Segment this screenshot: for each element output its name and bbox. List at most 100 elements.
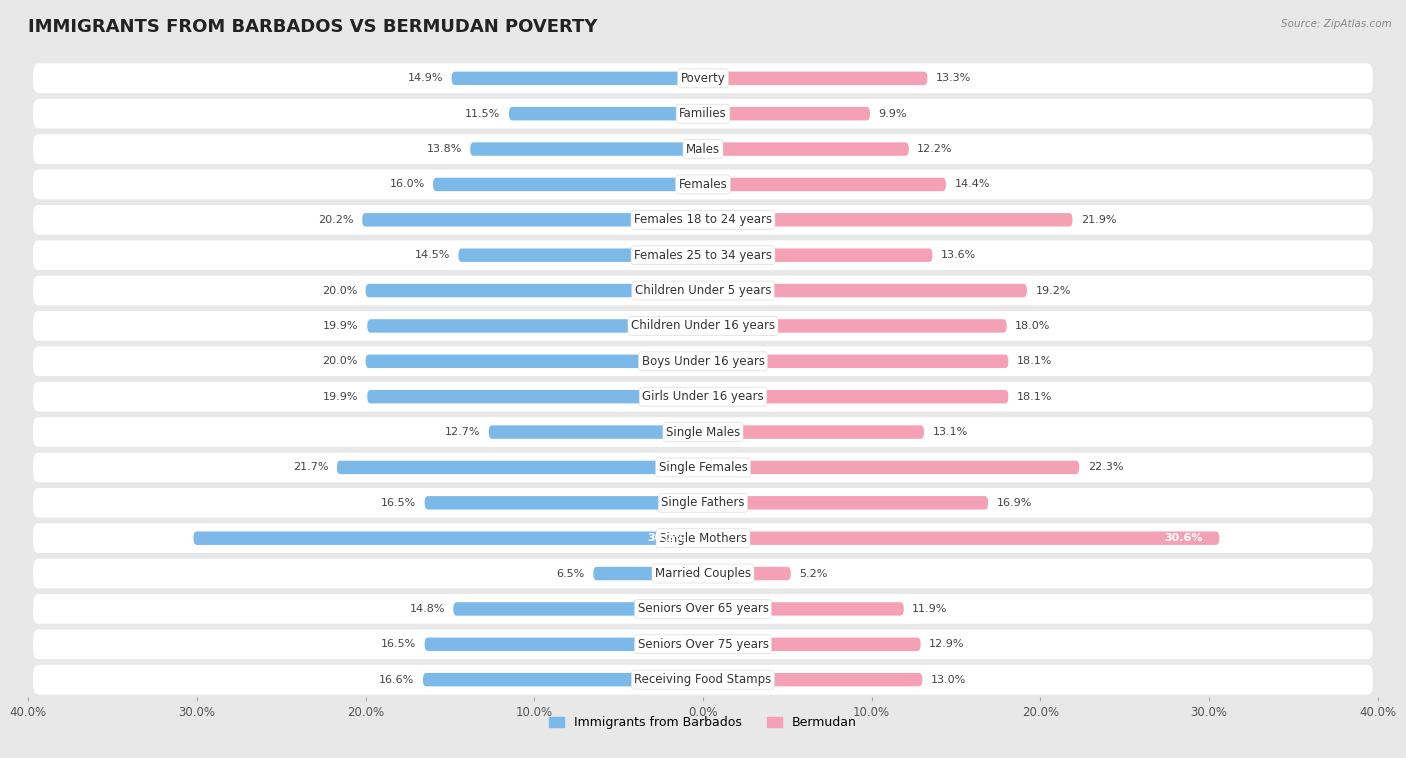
Text: Single Males: Single Males <box>666 425 740 439</box>
Text: 13.8%: 13.8% <box>426 144 461 154</box>
FancyBboxPatch shape <box>433 177 703 191</box>
FancyBboxPatch shape <box>34 240 1372 270</box>
FancyBboxPatch shape <box>425 637 703 651</box>
FancyBboxPatch shape <box>34 523 1372 553</box>
Text: 16.9%: 16.9% <box>997 498 1032 508</box>
Text: IMMIGRANTS FROM BARBADOS VS BERMUDAN POVERTY: IMMIGRANTS FROM BARBADOS VS BERMUDAN POV… <box>28 18 598 36</box>
FancyBboxPatch shape <box>367 319 703 333</box>
FancyBboxPatch shape <box>425 496 703 509</box>
FancyBboxPatch shape <box>34 346 1372 376</box>
FancyBboxPatch shape <box>194 531 703 545</box>
FancyBboxPatch shape <box>703 461 1080 475</box>
FancyBboxPatch shape <box>703 390 1008 403</box>
Text: 22.3%: 22.3% <box>1088 462 1123 472</box>
Text: Seniors Over 65 years: Seniors Over 65 years <box>637 603 769 615</box>
Text: 16.5%: 16.5% <box>381 498 416 508</box>
Text: 12.2%: 12.2% <box>917 144 953 154</box>
Text: Receiving Food Stamps: Receiving Food Stamps <box>634 673 772 686</box>
FancyBboxPatch shape <box>703 107 870 121</box>
FancyBboxPatch shape <box>337 461 703 475</box>
Text: 16.6%: 16.6% <box>380 675 415 684</box>
FancyBboxPatch shape <box>703 355 1008 368</box>
FancyBboxPatch shape <box>703 602 904 615</box>
FancyBboxPatch shape <box>703 637 921 651</box>
FancyBboxPatch shape <box>34 99 1372 129</box>
Legend: Immigrants from Barbados, Bermudan: Immigrants from Barbados, Bermudan <box>550 716 856 729</box>
Text: 12.9%: 12.9% <box>929 639 965 650</box>
FancyBboxPatch shape <box>703 143 908 156</box>
FancyBboxPatch shape <box>34 629 1372 659</box>
Text: Females 25 to 34 years: Females 25 to 34 years <box>634 249 772 262</box>
Text: 19.9%: 19.9% <box>323 321 359 331</box>
Text: 21.7%: 21.7% <box>292 462 329 472</box>
FancyBboxPatch shape <box>451 71 703 85</box>
FancyBboxPatch shape <box>458 249 703 262</box>
Text: 11.5%: 11.5% <box>465 108 501 119</box>
FancyBboxPatch shape <box>34 488 1372 518</box>
FancyBboxPatch shape <box>703 177 946 191</box>
Text: 12.7%: 12.7% <box>444 427 481 437</box>
Text: 11.9%: 11.9% <box>912 604 948 614</box>
Text: 16.5%: 16.5% <box>381 639 416 650</box>
Text: 21.9%: 21.9% <box>1081 215 1116 225</box>
FancyBboxPatch shape <box>366 283 703 297</box>
FancyBboxPatch shape <box>367 390 703 403</box>
Text: Single Mothers: Single Mothers <box>659 531 747 545</box>
FancyBboxPatch shape <box>703 71 928 85</box>
Text: 14.5%: 14.5% <box>415 250 450 260</box>
FancyBboxPatch shape <box>34 665 1372 694</box>
FancyBboxPatch shape <box>593 567 703 581</box>
FancyBboxPatch shape <box>34 594 1372 624</box>
FancyBboxPatch shape <box>34 64 1372 93</box>
Text: 13.6%: 13.6% <box>941 250 976 260</box>
Text: Females: Females <box>679 178 727 191</box>
FancyBboxPatch shape <box>703 283 1026 297</box>
Text: 5.2%: 5.2% <box>799 568 828 578</box>
Text: 18.0%: 18.0% <box>1015 321 1050 331</box>
FancyBboxPatch shape <box>34 382 1372 412</box>
Text: Boys Under 16 years: Boys Under 16 years <box>641 355 765 368</box>
Text: 20.0%: 20.0% <box>322 286 357 296</box>
FancyBboxPatch shape <box>34 559 1372 588</box>
Text: Poverty: Poverty <box>681 72 725 85</box>
FancyBboxPatch shape <box>470 143 703 156</box>
Text: Seniors Over 75 years: Seniors Over 75 years <box>637 637 769 651</box>
FancyBboxPatch shape <box>366 355 703 368</box>
FancyBboxPatch shape <box>34 134 1372 164</box>
FancyBboxPatch shape <box>34 453 1372 482</box>
FancyBboxPatch shape <box>703 496 988 509</box>
Text: Families: Families <box>679 107 727 121</box>
Text: 19.9%: 19.9% <box>323 392 359 402</box>
Text: 9.9%: 9.9% <box>879 108 907 119</box>
FancyBboxPatch shape <box>703 319 1007 333</box>
FancyBboxPatch shape <box>703 425 924 439</box>
Text: 14.4%: 14.4% <box>955 180 990 190</box>
FancyBboxPatch shape <box>363 213 703 227</box>
FancyBboxPatch shape <box>703 531 1219 545</box>
Text: 13.0%: 13.0% <box>931 675 966 684</box>
Text: Married Couples: Married Couples <box>655 567 751 580</box>
FancyBboxPatch shape <box>703 567 790 581</box>
FancyBboxPatch shape <box>509 107 703 121</box>
FancyBboxPatch shape <box>453 602 703 615</box>
Text: Single Females: Single Females <box>658 461 748 474</box>
Text: Females 18 to 24 years: Females 18 to 24 years <box>634 213 772 227</box>
FancyBboxPatch shape <box>489 425 703 439</box>
Text: 19.2%: 19.2% <box>1035 286 1071 296</box>
FancyBboxPatch shape <box>34 205 1372 235</box>
Text: Children Under 5 years: Children Under 5 years <box>634 284 772 297</box>
Text: 14.9%: 14.9% <box>408 74 443 83</box>
FancyBboxPatch shape <box>34 311 1372 341</box>
FancyBboxPatch shape <box>423 673 703 687</box>
FancyBboxPatch shape <box>34 417 1372 447</box>
FancyBboxPatch shape <box>703 673 922 687</box>
Text: Single Fathers: Single Fathers <box>661 496 745 509</box>
Text: Children Under 16 years: Children Under 16 years <box>631 319 775 333</box>
Text: 13.1%: 13.1% <box>932 427 967 437</box>
Text: 6.5%: 6.5% <box>557 568 585 578</box>
Text: 18.1%: 18.1% <box>1017 392 1052 402</box>
FancyBboxPatch shape <box>703 213 1073 227</box>
FancyBboxPatch shape <box>34 276 1372 305</box>
Text: 16.0%: 16.0% <box>389 180 425 190</box>
Text: Males: Males <box>686 143 720 155</box>
